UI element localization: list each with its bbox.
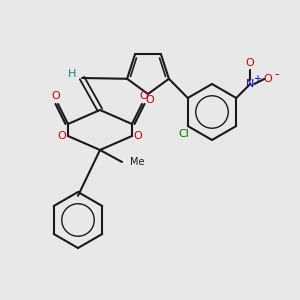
Text: H: H (68, 69, 76, 79)
Text: O: O (140, 91, 148, 101)
Text: +: + (253, 74, 261, 84)
Text: O: O (146, 95, 154, 105)
Text: O: O (58, 131, 66, 141)
Text: O: O (246, 58, 255, 68)
Text: Cl: Cl (178, 129, 189, 139)
Text: N: N (246, 79, 254, 89)
Text: O: O (264, 74, 273, 84)
Text: -: - (274, 68, 278, 82)
Text: O: O (52, 91, 60, 101)
Text: Me: Me (130, 157, 145, 167)
Text: O: O (134, 131, 142, 141)
